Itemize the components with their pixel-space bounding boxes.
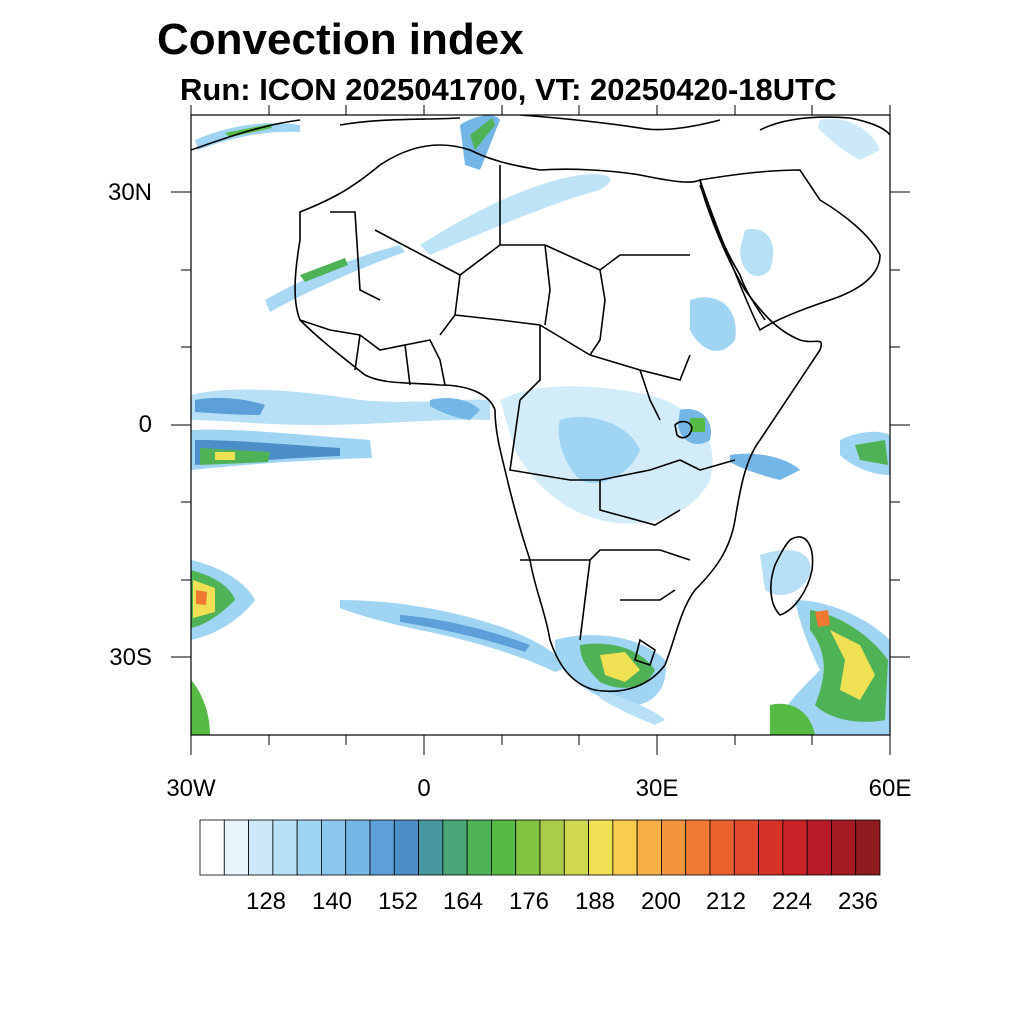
convection-patch-south-africa-core bbox=[600, 652, 640, 682]
colorbar-label: 176 bbox=[508, 888, 550, 915]
colorbar-box bbox=[782, 819, 808, 876]
map-title: Convection index bbox=[157, 15, 524, 64]
arabia-outline bbox=[698, 169, 881, 332]
colorbar-box bbox=[733, 819, 759, 876]
colorbar-box bbox=[491, 819, 517, 876]
colorbar-box bbox=[855, 819, 881, 876]
convection-patch-indian-ocean-north-core bbox=[855, 440, 888, 465]
madagascar-outline bbox=[770, 536, 814, 616]
colorbar-box bbox=[515, 819, 541, 876]
lon-label-0: 0 bbox=[417, 775, 431, 802]
colorbar-label: 164 bbox=[442, 888, 484, 915]
lon-label-30e: 30E bbox=[635, 775, 679, 802]
convection-patch-atlantic-north bbox=[191, 389, 490, 425]
map-subtitle: Run: ICON 2025041700, VT: 20250420-18UTC bbox=[180, 72, 837, 107]
convection-patch-atlantic-north-mid bbox=[195, 397, 265, 415]
convection-patch-sahara-band-2 bbox=[265, 245, 405, 312]
convection-patch-sahara-band-1 bbox=[420, 174, 611, 255]
colorbar-box bbox=[296, 819, 322, 876]
colorbar-box bbox=[685, 819, 711, 876]
convection-patch-libya-core bbox=[470, 118, 495, 150]
convection-patch-gulf-of-guinea bbox=[430, 398, 480, 420]
colorbar-box bbox=[636, 819, 662, 876]
colorbar-label: 236 bbox=[837, 888, 879, 915]
convection-patch-sw-atlantic-peak bbox=[196, 590, 207, 605]
colorbar-box bbox=[248, 819, 274, 876]
convection-patch-sw-indian-ocean-peak bbox=[815, 610, 830, 627]
colorbar-label: 140 bbox=[311, 888, 353, 915]
colorbar-box bbox=[199, 819, 225, 876]
convection-patch-sahara-north bbox=[195, 123, 300, 150]
lat-label-30n: 30N bbox=[107, 179, 152, 206]
convection-patch-sw-indian-ocean-south bbox=[770, 703, 815, 735]
colorbar-box bbox=[539, 819, 565, 876]
colorbar-box bbox=[466, 819, 492, 876]
africa-outline bbox=[294, 144, 822, 693]
colorbar-label: 152 bbox=[377, 888, 419, 915]
coastlines bbox=[191, 115, 890, 693]
colorbar-box bbox=[831, 819, 857, 876]
convection-patch-lake-victoria-core bbox=[690, 418, 705, 432]
colorbar-box bbox=[418, 819, 444, 876]
convection-patch-iran bbox=[818, 118, 880, 160]
convection-patch-sw-atlantic-south bbox=[191, 680, 210, 735]
lat-label-0: 0 bbox=[138, 411, 152, 438]
convection-patch-sw-indian-ocean-core bbox=[830, 630, 875, 700]
colorbar-box bbox=[393, 819, 419, 876]
country-borders bbox=[330, 165, 736, 667]
lon-label-30w: 30W bbox=[166, 775, 216, 802]
colorbar-box bbox=[345, 819, 371, 876]
colorbar-box bbox=[369, 819, 395, 876]
colorbar-box bbox=[806, 819, 832, 876]
convection-patch-kenya-coast bbox=[730, 453, 800, 480]
convection-patch-south-atlantic-streak bbox=[340, 600, 565, 672]
europe-coast bbox=[191, 115, 890, 151]
colorbar-box bbox=[223, 819, 249, 876]
convection-patch-mozambique-channel bbox=[760, 550, 811, 595]
convection-patch-atlantic-south-peak bbox=[215, 452, 235, 460]
convection-patch-sahara-band-2-core bbox=[300, 258, 348, 282]
convection-patch-south-atlantic-streak-mid bbox=[400, 615, 530, 652]
west-africa-borders bbox=[299, 319, 446, 386]
colorbar-box bbox=[272, 819, 298, 876]
colorbar-box bbox=[563, 819, 589, 876]
red-sea bbox=[699, 184, 766, 321]
lon-label-60e: 60E bbox=[868, 775, 912, 802]
convection-fields bbox=[191, 115, 890, 735]
colorbar-label: 188 bbox=[574, 888, 616, 915]
colorbar-box bbox=[588, 819, 614, 876]
colorbar-box bbox=[321, 819, 347, 876]
convection-patch-east-africa bbox=[690, 297, 736, 351]
lat-label-30s: 30S bbox=[109, 644, 152, 671]
lake-victoria bbox=[674, 420, 693, 439]
colorbar-box bbox=[709, 819, 735, 876]
colorbar-box bbox=[661, 819, 687, 876]
convection-patch-congo bbox=[558, 416, 640, 484]
colorbar bbox=[199, 819, 881, 876]
colorbar-label: 200 bbox=[640, 888, 682, 915]
colorbar-box bbox=[612, 819, 638, 876]
convection-patch-south-africa-tail bbox=[600, 690, 665, 725]
convection-patch-arabia bbox=[740, 229, 774, 277]
colorbar-label: 128 bbox=[245, 888, 287, 915]
axis-ticks bbox=[171, 105, 910, 755]
colorbar-box bbox=[442, 819, 468, 876]
colorbar-box bbox=[758, 819, 784, 876]
colorbar-label: 212 bbox=[705, 888, 747, 915]
colorbar-label: 224 bbox=[771, 888, 813, 915]
